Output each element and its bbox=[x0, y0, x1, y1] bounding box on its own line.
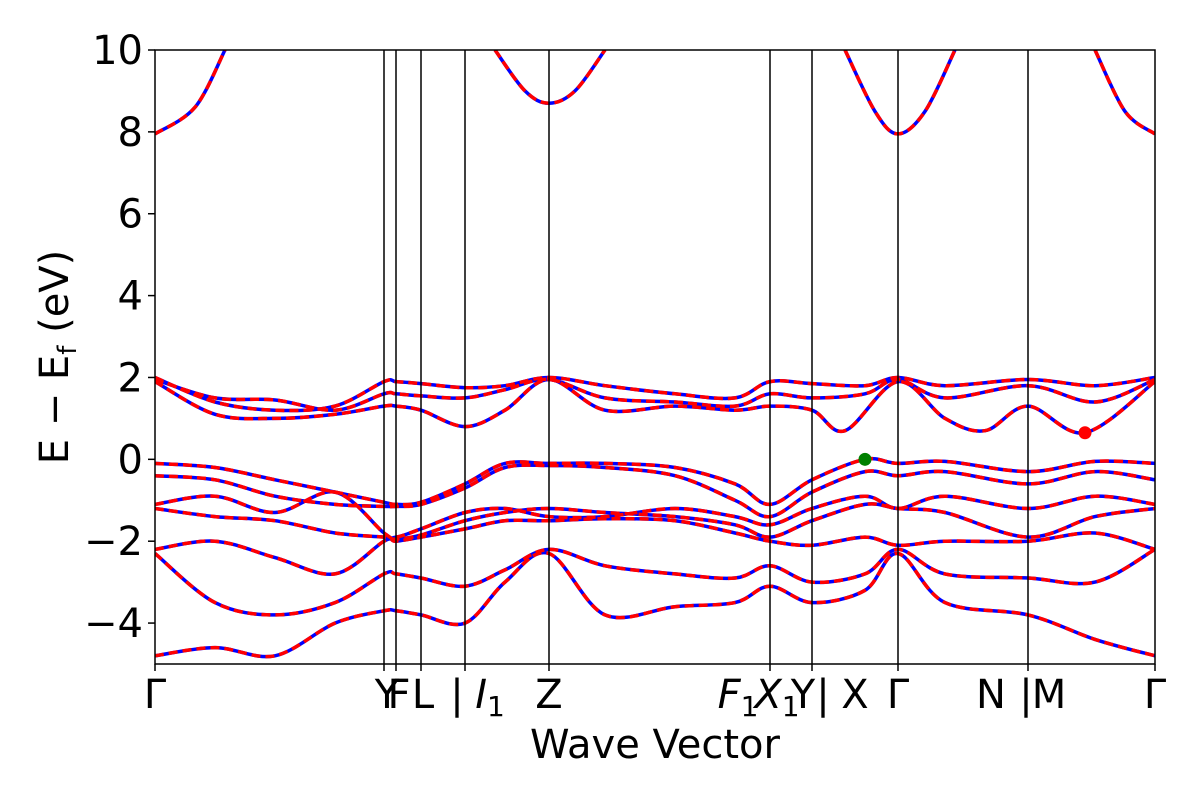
band-line-series0-5 bbox=[155, 547, 1155, 617]
kpath-vertical-lines bbox=[383, 50, 1029, 664]
y-tick-label-5: 6 bbox=[118, 192, 143, 238]
band-line-series1-2 bbox=[155, 490, 1155, 540]
x-tick-label-5: I1 bbox=[475, 672, 505, 723]
band-line-series1-6 bbox=[155, 550, 1155, 659]
y-tick-label-6: 8 bbox=[118, 110, 143, 156]
y-tick-label-7: 10 bbox=[92, 28, 143, 74]
x-tick-label-12: Γ bbox=[887, 672, 910, 718]
x-axis-title: Wave Vector bbox=[530, 722, 781, 768]
x-tick-label-0: Γ bbox=[144, 672, 167, 718]
band-line-series0-12 bbox=[155, 377, 1155, 412]
x-tick-label-4: | bbox=[450, 672, 463, 718]
y-axis-ticks: −4 −2 0 2 4 6 8 10 bbox=[84, 28, 155, 647]
y-axis-title: E − Ef (eV) bbox=[32, 250, 83, 465]
y-axis-title-unit: (eV) bbox=[32, 250, 78, 346]
band-line-series1-12 bbox=[155, 377, 1155, 412]
band-line-series1-3 bbox=[155, 502, 1155, 541]
x-tick-label-2: F bbox=[387, 672, 410, 718]
band-line-series1-5 bbox=[155, 547, 1155, 617]
x-tick-label-9: Y bbox=[790, 672, 816, 718]
x-tick-label-6: Z bbox=[535, 672, 562, 718]
x-tick-label-15: M bbox=[1032, 672, 1067, 718]
x-tick-label-7: F1 bbox=[718, 672, 759, 723]
y-tick-label-4: 4 bbox=[118, 274, 143, 320]
y-tick-label-2: 0 bbox=[118, 437, 143, 483]
x-tick-label-1: Y bbox=[374, 672, 400, 718]
x-tick-label-14: | bbox=[1019, 672, 1032, 718]
marker-point-1 bbox=[1078, 426, 1092, 440]
band-line-series0-9 bbox=[843, 50, 957, 136]
y-axis-title-main: E − E bbox=[32, 355, 78, 465]
band-line-series1-10 bbox=[1093, 50, 1155, 136]
band-line-series1-11 bbox=[155, 375, 1155, 413]
plot-frame bbox=[154, 49, 1156, 665]
band-line-series1-13 bbox=[155, 377, 1155, 435]
bands-layer bbox=[155, 50, 1155, 659]
y-tick-label-3: 2 bbox=[118, 355, 143, 401]
band-line-series1-7 bbox=[155, 50, 227, 136]
x-tick-label-3: L bbox=[412, 672, 435, 718]
y-tick-label-1: −2 bbox=[84, 519, 143, 565]
x-tick-label-16: Γ bbox=[1144, 672, 1167, 718]
band-line-series1-8 bbox=[493, 50, 607, 105]
band-line-series1-9 bbox=[843, 50, 957, 136]
x-tick-label-8: X1 bbox=[752, 672, 799, 723]
x-tick-label-10: | bbox=[816, 672, 829, 718]
y-axis-title-sub: f bbox=[53, 345, 83, 355]
x-tick-label-13: N bbox=[976, 672, 1006, 718]
band-line-series0-10 bbox=[1093, 50, 1155, 136]
band-line-series1-4 bbox=[155, 516, 1155, 577]
x-tick-label-11: X bbox=[841, 672, 868, 718]
marker-point-0 bbox=[858, 452, 872, 466]
markers-layer bbox=[858, 426, 1092, 466]
y-tick-label-0: −4 bbox=[84, 601, 143, 647]
band-line-series0-7 bbox=[155, 50, 227, 136]
band-line-series1-0 bbox=[155, 456, 1155, 507]
